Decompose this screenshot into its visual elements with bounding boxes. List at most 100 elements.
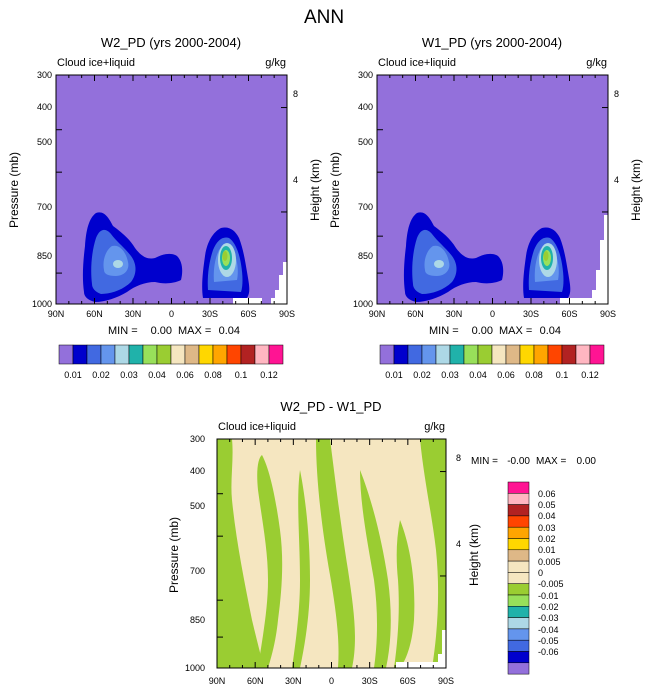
y-tick-marks [377,74,608,305]
x-tick-label: 60N [247,676,264,686]
y-axis-label: Pressure (mb) [328,152,342,228]
colorbar-box [393,344,409,365]
colorbar-label: 0.06 [497,370,515,380]
y-tick-label: 850 [37,251,52,261]
colorbar-label: -0.03 [538,613,559,623]
colorbar-label: 0.01 [385,370,403,380]
colorbar-box [379,344,395,365]
field-label: Cloud ice+liquid [57,57,135,69]
colorbar-box [226,344,242,365]
y-axis-label-right: Height (km) [467,524,481,586]
y-tick-marks [56,74,287,305]
x-tick-label: 0 [329,676,334,686]
y-tick-label: 1000 [353,299,373,309]
colorbar-box [507,639,530,652]
panel-title: W1_PD (yrs 2000-2004) [422,35,562,50]
colorbar-label: 0.06 [538,489,556,499]
colorbar-box [254,344,270,365]
units-label: g/kg [586,57,607,69]
colorbar: 0.01 0.02 0.03 0.04 0.06 0.08 0.1 0.12 [379,344,605,380]
y-tick-label: 500 [358,137,373,147]
min-value: -0.00 [507,456,530,467]
colorbar-label: 0.04 [148,370,166,380]
colorbar-box [507,515,530,528]
colorbar-box [421,344,437,365]
x-tick-label: 90N [369,309,386,319]
diff-band-nh [257,455,283,668]
y-tick-label: 850 [358,251,373,261]
colorbar-box [156,344,172,365]
min-value: 0.00 [151,325,172,337]
units-label: g/kg [424,421,445,433]
colorbar-label: 0.12 [581,370,599,380]
colorbar-box [547,344,563,365]
y-tick-label: 700 [190,566,205,576]
max-value: 0.00 [577,456,597,467]
y-tick-label: 300 [37,70,52,80]
x-tick-label: 90S [438,676,454,686]
x-tick-marks [376,75,609,304]
panel-difference: W2_PD - W1_PD Cloud ice+liquid g/kg 90N … [167,399,596,686]
height-tick-label: 8 [456,453,461,463]
y-axis-label-right: Height (km) [308,159,322,221]
colorbar-label: 0.04 [469,370,487,380]
colorbar-box [507,504,530,517]
colorbar-box [507,662,530,675]
y-tick-label: 400 [190,466,205,476]
plot-field [217,439,446,668]
terrain-mask [271,262,287,304]
colorbar-box [477,344,493,365]
colorbar-box [491,344,507,365]
sh-cloud-contour-7 [543,251,549,261]
colorbar-box [86,344,102,365]
colorbar-box [507,549,530,562]
colorbar-box [507,594,530,607]
colorbar-box [507,481,530,494]
colorbar-label: 0.005 [538,557,561,567]
sh-terrain-strip [560,298,592,304]
colorbar-label: 0.03 [441,370,459,380]
max-label: MAX = [536,456,566,467]
x-tick-label: 30N [125,309,142,319]
x-tick-label: 60S [561,309,577,319]
nh-cloud-core [113,260,123,268]
x-tick-label: 90S [600,309,616,319]
units-label: g/kg [265,57,286,69]
max-value: 0.04 [540,325,561,337]
x-tick-label: 90N [209,676,226,686]
colorbar-box [561,344,577,365]
colorbar-label: 0.12 [260,370,278,380]
colorbar-label: 0.02 [538,534,556,544]
colorbar-box [589,344,605,365]
colorbar-box [268,344,284,365]
colorbar-label: 0.1 [556,370,569,380]
colorbar-label: 0.01 [538,545,556,555]
y-tick-label: 400 [37,102,52,112]
diff-band-tropics [316,439,355,668]
colorbar-vertical: 0.06 0.05 0.04 0.03 0.02 0.01 0.005 0 -0… [507,481,564,675]
colorbar-box [519,344,535,365]
colorbar-label: -0.04 [538,625,559,635]
colorbar-label: 0.01 [64,370,82,380]
y-tick-label: 850 [190,615,205,625]
colorbar-box [72,344,88,365]
colorbar-box [507,493,530,505]
colorbar-box [58,344,74,365]
field-label: Cloud ice+liquid [378,57,456,69]
x-tick-label: 30S [202,309,218,319]
x-tick-label: 60S [400,676,416,686]
diff-band-right [420,439,446,668]
max-value: 0.04 [219,325,240,337]
colorbar-box [449,344,465,365]
y-tick-label: 1000 [185,663,205,673]
max-label: MAX = [178,325,211,337]
max-label: MAX = [499,325,532,337]
x-tick-label: 30S [362,676,378,686]
colorbar-label: 0.03 [538,523,556,533]
colorbar-label: -0.005 [538,579,564,589]
colorbar-label: 0 [538,568,543,578]
height-tick-label: 8 [614,89,619,99]
colorbar-label: 0.02 [92,370,110,380]
colorbar-label: -0.01 [538,591,559,601]
